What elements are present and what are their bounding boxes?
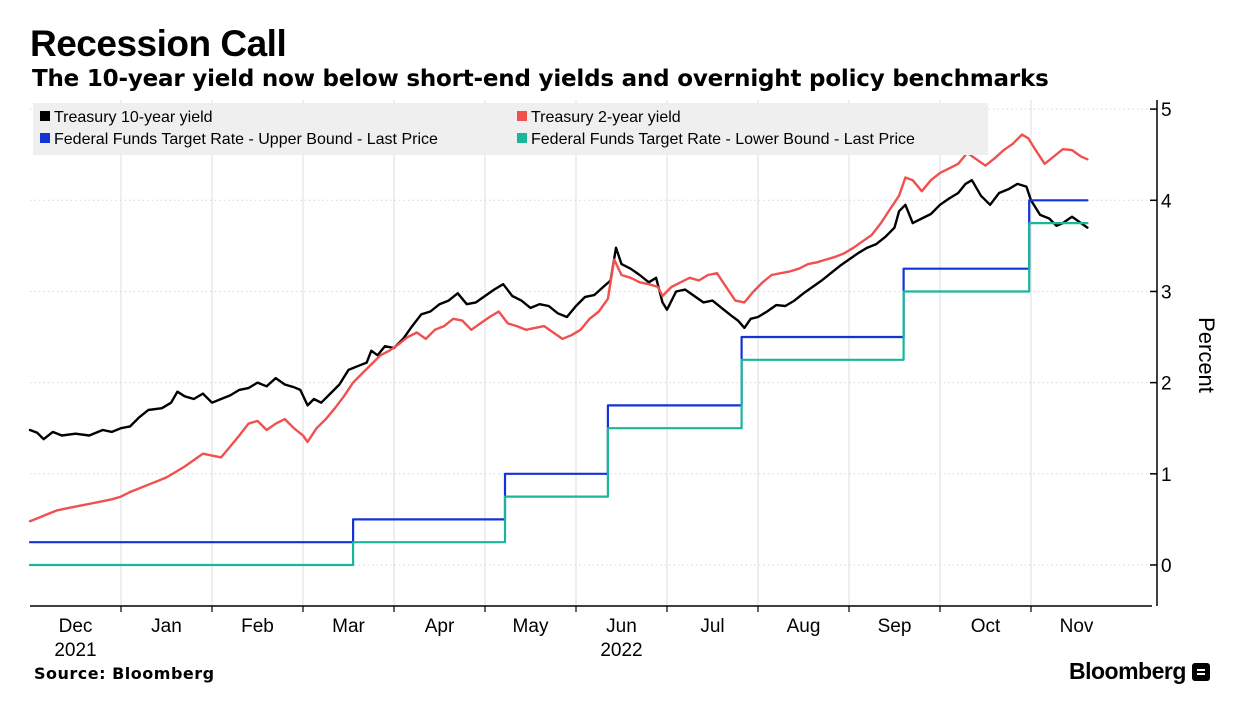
y-tick-label: 3: [1161, 282, 1172, 303]
x-tick-label: Feb: [241, 616, 274, 637]
legend-label: Federal Funds Target Rate - Lower Bound …: [531, 131, 915, 148]
legend-swatch: [40, 133, 50, 143]
x-tick-label: May: [513, 616, 549, 637]
legend-label: Federal Funds Target Rate - Upper Bound …: [54, 131, 438, 148]
x-tick-label: Aug: [787, 616, 821, 637]
x-tick-label: Oct: [971, 616, 1001, 637]
x-tick-label: Nov: [1060, 616, 1094, 637]
y-tick-label: 2: [1161, 374, 1172, 395]
series-line-3: [28, 199, 1089, 544]
y-tick-label: 0: [1161, 556, 1172, 577]
x-gridlines: [120, 100, 1032, 606]
y-axis-label: Percent: [1194, 317, 1219, 393]
x-tick-label: Jun: [606, 616, 637, 637]
chart-title: Recession Call: [30, 23, 287, 64]
legend-swatch: [40, 111, 50, 121]
y-axis: 0 1 2 3 4 5 Percent: [1150, 100, 1219, 606]
x-tick-label: Mar: [332, 616, 365, 637]
x-tick-label: Jan: [151, 616, 182, 637]
x-year-label: 2022: [600, 640, 642, 661]
x-tick-label: Jul: [700, 616, 724, 637]
y-tick-label: 5: [1161, 100, 1172, 121]
legend-swatch: [517, 111, 527, 121]
y-tick-label: 1: [1161, 465, 1172, 486]
legend: Treasury 10-year yield Treasury 2-year yi…: [33, 103, 988, 155]
series-group: [28, 133, 1089, 567]
x-tick-label: Dec: [59, 616, 93, 637]
legend-label: Treasury 2-year yield: [531, 109, 681, 126]
series-line-2: [28, 133, 1089, 523]
legend-label: Treasury 10-year yield: [54, 109, 213, 126]
x-tick-label: Sep: [878, 616, 912, 637]
x-axis: Dec Jan Feb Mar Apr May Jun Jul Aug Sep Oct Nov 2021…: [30, 605, 1152, 661]
source-note: Source: Bloomberg: [34, 664, 215, 683]
x-year-label: 2021: [54, 640, 96, 661]
plot-area: [30, 100, 1152, 606]
chart-subtitle: The 10-year yield now below short-end yi…: [32, 66, 1049, 92]
series-line-4: [28, 222, 1089, 567]
brand-name: Bloomberg: [1069, 658, 1186, 684]
y-tick-label: 4: [1161, 191, 1172, 212]
legend-swatch: [517, 133, 527, 143]
terminal-icon: [1191, 662, 1210, 681]
x-tick-label: Apr: [425, 616, 455, 637]
legend-background: [33, 103, 988, 155]
series-line-1: [28, 179, 1089, 441]
bloomberg-logo: Bloomberg: [1069, 658, 1210, 685]
